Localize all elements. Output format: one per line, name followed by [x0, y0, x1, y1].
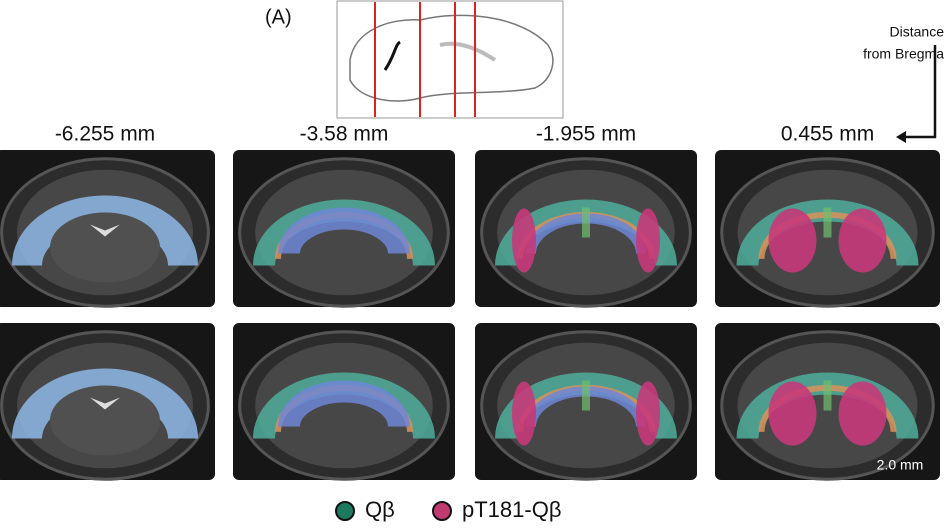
- legend-label: Qβ: [365, 497, 395, 522]
- mri-panel: [233, 323, 455, 481]
- region-overlay: [512, 208, 536, 273]
- region-overlay: [636, 381, 660, 446]
- ventricle: [90, 397, 120, 410]
- brain: [255, 342, 433, 469]
- panels: [0, 150, 940, 481]
- region-overlay: [12, 195, 198, 267]
- column-label: -6.255 mm: [55, 123, 155, 146]
- sketch-detail: [439, 41, 497, 62]
- region-overlay: [636, 208, 660, 273]
- mri-panel: [715, 323, 940, 481]
- legend-swatch: [335, 501, 355, 521]
- distance-label: from Bregma: [863, 46, 944, 62]
- region-overlay: [768, 381, 817, 446]
- region-overlay: [823, 207, 832, 238]
- column-label: 0.455 mm: [781, 123, 874, 146]
- arrow-head: [896, 131, 906, 143]
- legend-swatch: [432, 501, 452, 521]
- mri-panel: [0, 150, 215, 308]
- scale-label: 2.0 mm: [877, 457, 924, 473]
- mri-panel: [715, 150, 940, 308]
- region-overlay: [278, 380, 410, 428]
- region-overlay: [582, 380, 590, 411]
- brainstem: [50, 212, 160, 283]
- sketch-outline: [349, 14, 554, 102]
- mri-panel: [0, 323, 215, 481]
- column-label: -1.955 mm: [536, 123, 636, 146]
- region-overlay: [12, 368, 198, 440]
- brainstem: [50, 385, 160, 456]
- region-overlay: [278, 207, 410, 255]
- panel-label: (A): [265, 6, 292, 28]
- brain-sketch: [336, 0, 564, 119]
- mri-panel: [475, 323, 697, 481]
- region-overlay: [838, 208, 887, 273]
- mri-panel: [233, 150, 455, 308]
- distance-label: Distance: [890, 24, 944, 40]
- arrow: [900, 45, 937, 139]
- brain: [255, 169, 433, 296]
- sketch-frame: [336, 0, 564, 119]
- region-overlay: [582, 207, 590, 238]
- region-overlay: [838, 381, 887, 446]
- sketch-detail: [383, 40, 401, 71]
- region-overlay: [823, 380, 832, 411]
- column-label: -3.58 mm: [300, 123, 389, 146]
- ventricle: [90, 224, 120, 237]
- region-overlay: [768, 208, 817, 273]
- legend: Qβ pT181-Qβ: [335, 497, 561, 522]
- region-overlay: [512, 381, 536, 446]
- legend-label: pT181-Qβ: [462, 497, 561, 522]
- mri-panel: [475, 150, 697, 308]
